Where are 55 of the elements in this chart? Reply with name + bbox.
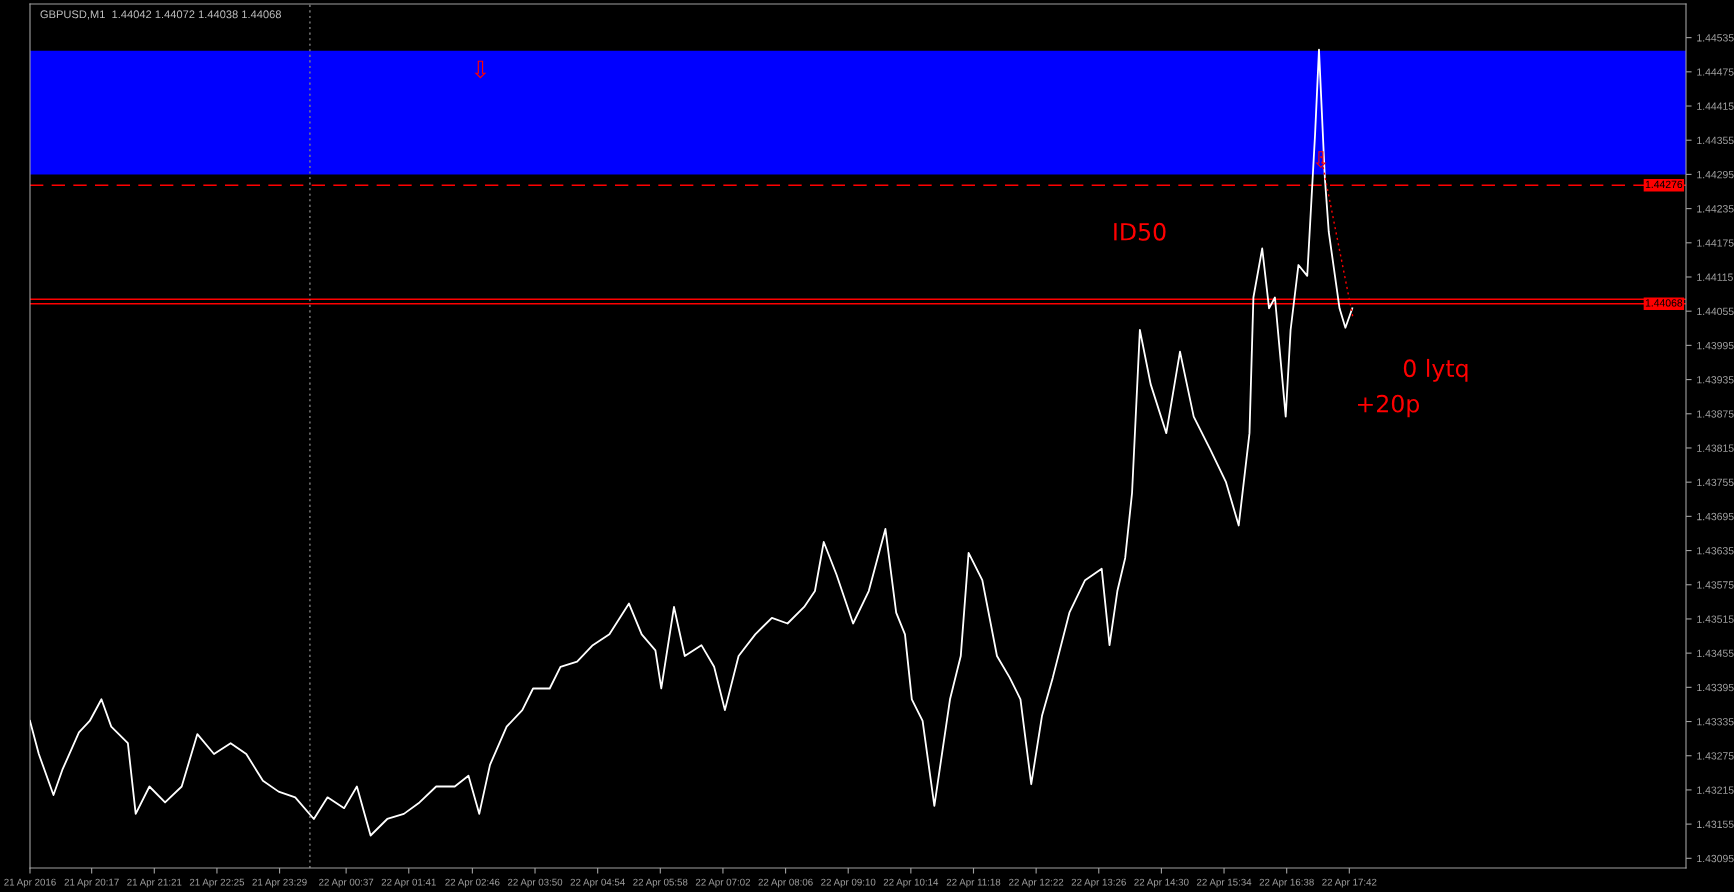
x-tick-label: 22 Apr 04:54 bbox=[570, 878, 625, 888]
ref-line-label: 1.44276 bbox=[1645, 180, 1683, 189]
x-tick-label: 22 Apr 00:37 bbox=[319, 878, 374, 888]
y-tick-label: 1.43395 bbox=[1697, 683, 1734, 692]
x-tick-label: 22 Apr 13:26 bbox=[1071, 878, 1126, 888]
x-tick-label: 22 Apr 16:38 bbox=[1259, 878, 1314, 888]
x-tick-label: 22 Apr 03:50 bbox=[507, 878, 563, 888]
x-tick-label: 22 Apr 11:18 bbox=[946, 878, 1001, 888]
line-series bbox=[30, 48, 1354, 837]
y-tick-label: 1.43275 bbox=[1697, 752, 1734, 760]
y-tick-label: 1.43815 bbox=[1697, 444, 1734, 452]
x-tick-label: 22 Apr 07:02 bbox=[695, 878, 751, 888]
y-tick-label: 1.43935 bbox=[1697, 376, 1734, 384]
x-tick-label: 22 Apr 01:41 bbox=[381, 878, 436, 888]
y-tick-label: 1.43095 bbox=[1697, 854, 1734, 863]
ref-line-label: 1.44068 bbox=[1645, 299, 1683, 307]
x-tick-label: 22 Apr 02:46 bbox=[445, 878, 500, 888]
annotation: ⇩ bbox=[474, 60, 487, 79]
y-tick-label: 1.43515 bbox=[1697, 615, 1734, 623]
x-tick-label: 22 Apr 15:34 bbox=[1196, 878, 1252, 888]
y-tick-label: 1.43575 bbox=[1697, 581, 1734, 589]
y-tick-label: 1.44295 bbox=[1697, 170, 1734, 179]
y-tick-label: 1.44535 bbox=[1697, 34, 1734, 42]
y-tick-label: 1.44235 bbox=[1697, 205, 1734, 213]
annotation: 0 lytq bbox=[1403, 358, 1468, 382]
x-tick-label: 22 Apr 17:42 bbox=[1322, 878, 1377, 888]
x-tick-label: 22 Apr 09:10 bbox=[821, 878, 876, 888]
y-tick-label: 1.43695 bbox=[1697, 512, 1734, 521]
annotation: ID50 bbox=[1114, 222, 1166, 241]
x-tick-label: 21 Apr 2016 bbox=[4, 878, 56, 888]
y-tick-label: 1.44055 bbox=[1697, 307, 1734, 316]
x-tick-label: 22 Apr 10:14 bbox=[883, 878, 939, 888]
y-tick-label: 1.43215 bbox=[1697, 786, 1734, 794]
y-tick-label: 1.43995 bbox=[1697, 341, 1734, 350]
y-tick-label: 1.43455 bbox=[1697, 649, 1734, 658]
x-tick-label: 21 Apr 22:25 bbox=[189, 878, 245, 888]
x-tick-label: 21 Apr 20:17 bbox=[64, 878, 119, 888]
y-tick-label: 1.43755 bbox=[1697, 478, 1734, 487]
x-tick-label: 22 Apr 05:58 bbox=[633, 878, 688, 888]
chart-title: GBPUSD,M1 1.44042 1.44072 1.44038 1.44068 bbox=[40, 10, 281, 20]
y-tick-label: 1.43875 bbox=[1697, 410, 1734, 418]
y-tick-label: 1.43155 bbox=[1697, 820, 1734, 828]
y-tick-label: 1.43335 bbox=[1697, 718, 1734, 726]
x-tick-label: 22 Apr 12:22 bbox=[1009, 878, 1064, 888]
x-tick-label: 21 Apr 23:29 bbox=[252, 878, 307, 888]
y-tick-label: 1.43635 bbox=[1697, 547, 1734, 555]
y-tick-label: 1.44355 bbox=[1697, 136, 1734, 145]
y-tick-label: 1.44415 bbox=[1697, 102, 1734, 110]
y-tick-label: 1.44115 bbox=[1697, 273, 1733, 281]
x-tick-label: 22 Apr 08:06 bbox=[758, 878, 813, 888]
y-tick-label: 1.44175 bbox=[1697, 239, 1734, 247]
x-tick-label: 21 Apr 21:21 bbox=[127, 878, 182, 888]
x-tick-label: 22 Apr 14:30 bbox=[1134, 878, 1189, 888]
annotation: +20p bbox=[1358, 394, 1420, 418]
y-tick-label: 1.44475 bbox=[1697, 68, 1734, 76]
